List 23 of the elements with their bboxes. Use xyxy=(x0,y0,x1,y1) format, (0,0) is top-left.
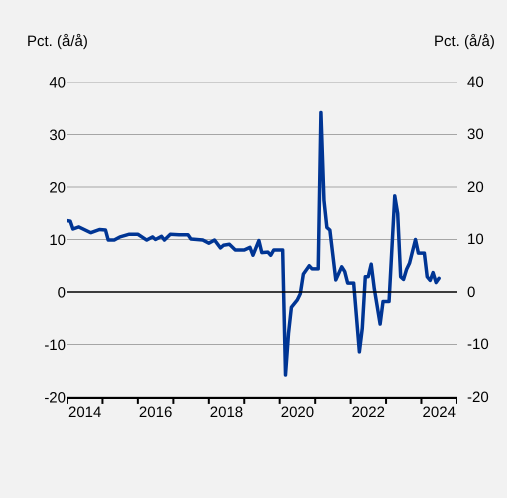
y-tick-label: 30 xyxy=(49,126,66,144)
y2-axis-title: Pct. (å/å) xyxy=(434,33,495,50)
line-series xyxy=(67,110,441,377)
y-tick-label: 40 xyxy=(49,74,66,92)
x-tick-label: 2022 xyxy=(352,404,385,421)
y2-tick-label: 10 xyxy=(467,231,484,248)
y-tick-label: 10 xyxy=(49,232,66,249)
y-tick-label: -20 xyxy=(44,389,66,406)
y2-tick-label: 40 xyxy=(467,74,484,91)
y2-tick-label: 0 xyxy=(467,284,476,301)
x-tick-label: 2020 xyxy=(280,404,314,421)
y2-tick-label: 20 xyxy=(467,179,484,196)
x-tick-label: 2014 xyxy=(68,404,102,421)
y-tick-label: 0 xyxy=(58,284,66,302)
y2-tick-label: 30 xyxy=(467,126,484,143)
y2-tick-label: -20 xyxy=(467,389,489,406)
x-tick-label: 2016 xyxy=(138,404,172,421)
y-tick-label: 20 xyxy=(49,179,66,196)
x-tick-label: 2024 xyxy=(422,404,456,421)
x-tick-label: 2018 xyxy=(210,404,244,421)
y2-tick-label: -10 xyxy=(467,336,489,353)
y-tick-label: -10 xyxy=(44,336,66,354)
y-axis-title: Pct. (å/å) xyxy=(27,33,88,50)
